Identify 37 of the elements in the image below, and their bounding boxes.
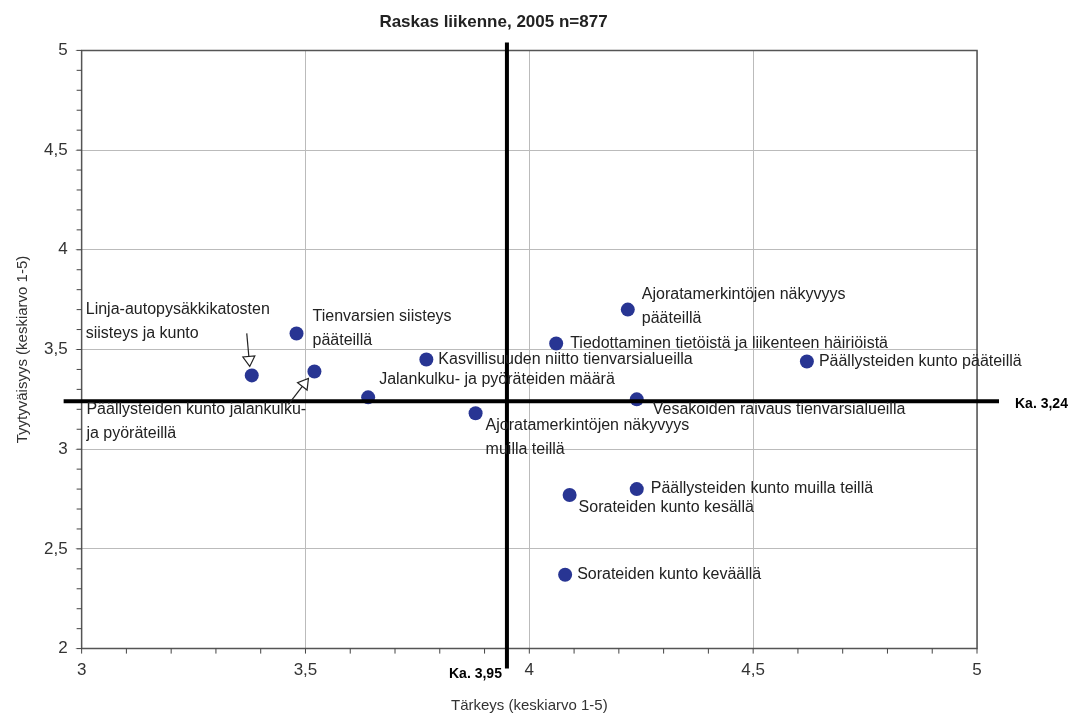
y-tick-label: 2 <box>58 638 68 658</box>
point <box>549 336 564 351</box>
annotation: Ajoratamerkintöjen näkyvyys pääteillä <box>641 285 846 327</box>
y-tick-label: 4 <box>58 239 68 259</box>
annotation: Tienvarsien siisteys pääteillä <box>312 306 452 348</box>
annotation: Linja-autopysäkkikatosten siisteys ja kunto <box>85 299 270 341</box>
point <box>307 364 322 379</box>
x-tick-label: 4,5 <box>741 660 765 680</box>
y-axis-title: Tyytyväisyys (keskiarvo 1-5) <box>13 255 31 444</box>
annotation: Päällysteiden kunto jalankulku- ja pyöräteillä <box>85 399 307 441</box>
x-tick-label: 3,5 <box>293 660 318 680</box>
point <box>558 567 573 582</box>
ref-line-label: Ka. 3,24 <box>1015 395 1069 412</box>
chart-title: Raskas liikenne, 2005 n=877 <box>379 11 608 31</box>
point <box>468 406 483 421</box>
x-tick-label: 5 <box>972 660 982 680</box>
y-tick-label: 5 <box>58 40 68 60</box>
y-tick-label: 3 <box>58 438 68 458</box>
annotation: Päällysteiden kunto muilla teillä <box>650 479 874 497</box>
x-tick-label: 4 <box>524 660 535 680</box>
y-tick-label: 3,5 <box>43 339 68 359</box>
point <box>289 326 304 341</box>
y-tick-label: 4,5 <box>43 139 68 159</box>
annotation: Sorateiden kunto kesällä <box>578 498 754 516</box>
annotation: Sorateiden kunto keväällä <box>577 565 762 583</box>
point <box>799 354 814 369</box>
point <box>629 482 644 497</box>
x-axis-title: Tärkeys (keskiarvo 1-5) <box>450 696 608 714</box>
annotation: Vesakoiden raivaus tienvarsialueilla <box>652 399 906 417</box>
y-tick-label: 2,5 <box>43 538 68 558</box>
point <box>562 488 577 503</box>
ref-line-label: Ka. 3,95 <box>448 665 503 682</box>
point <box>620 302 635 317</box>
point <box>244 368 259 383</box>
annotation: Tiedottaminen tietöistä ja liikenteen häiriöistä <box>570 333 889 351</box>
point <box>419 352 434 367</box>
x-tick-label: 3 <box>76 660 87 680</box>
